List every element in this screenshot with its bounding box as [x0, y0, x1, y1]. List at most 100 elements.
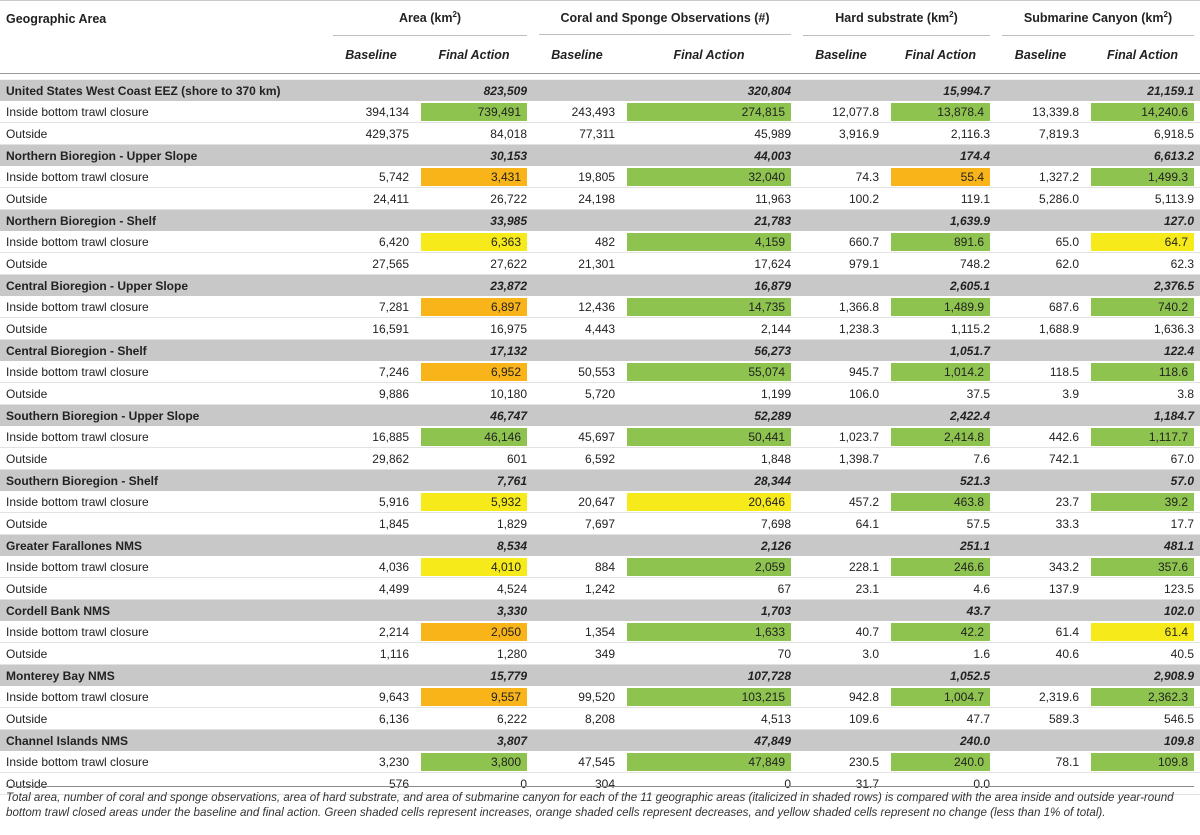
section-total: 174.4: [885, 144, 997, 166]
baseline-value: 1,116: [327, 642, 415, 665]
final-action-value: 1,115.2: [885, 317, 997, 340]
final-action-value: 246.6: [891, 557, 991, 576]
baseline-value: 1,398.7: [797, 447, 886, 470]
baseline-value: 3.9: [996, 382, 1086, 405]
baseline-value: 1,354: [533, 621, 621, 643]
final-action-value: 42.2: [891, 622, 991, 641]
baseline-value: 442.6: [996, 426, 1086, 448]
baseline-value: 9,886: [327, 382, 415, 405]
header-row: Geographic Area Area (km2) Coral and Spo…: [0, 0, 1200, 37]
final-action-cell: 1,489.9: [885, 296, 997, 318]
baseline-value: 13,339.8: [996, 101, 1086, 123]
baseline-value: 3,230: [327, 751, 415, 773]
section-total: 1,639.9: [885, 209, 997, 231]
final-action-value: 2,050: [421, 622, 527, 641]
section-total: 21,159.1: [1085, 79, 1200, 101]
outside-label: Outside: [0, 122, 327, 145]
section-total: 2,605.1: [885, 274, 997, 296]
final-action-cell: 357.6: [1085, 556, 1200, 578]
final-action-value: 37.5: [885, 382, 997, 405]
baseline-value: 137.9: [996, 577, 1086, 600]
inside-row: Inside bottom trawl closure 5,916 5,932 20,…: [0, 491, 1200, 513]
section-total: 481.1: [1085, 534, 1200, 556]
baseline-value: 349: [533, 642, 621, 665]
section-total: 109.8: [1085, 729, 1200, 751]
final-action-value: 546.5: [1085, 707, 1200, 730]
baseline-value: 100.2: [797, 187, 886, 210]
baseline-value: 304: [533, 772, 621, 795]
final-action-value: 47.7: [885, 707, 997, 730]
section-total: 2,908.9: [1085, 664, 1200, 686]
outside-label: Outside: [0, 577, 327, 600]
final-action-value: 16,975: [415, 317, 533, 340]
final-action-value: 5,932: [421, 492, 527, 511]
final-action-value: 6,918.5: [1085, 122, 1200, 145]
final-action-value: 0.0: [885, 772, 997, 795]
baseline-value: 230.5: [797, 751, 886, 773]
final-action-value: 10,180: [415, 382, 533, 405]
final-action-value: 62.3: [1085, 252, 1200, 275]
final-action-value: 1,117.7: [1091, 427, 1195, 446]
section-name: Southern Bioregion - Upper Slope: [0, 404, 327, 426]
section-name: United States West Coast EEZ (shore to 3…: [0, 79, 327, 101]
final-action-value: 45,989: [621, 122, 798, 145]
inside-row: Inside bottom trawl closure 6,420 6,363 482…: [0, 231, 1200, 253]
baseline-value: 5,916: [327, 491, 415, 513]
inside-row: Inside bottom trawl closure 3,230 3,800 47,…: [0, 751, 1200, 773]
final-action-cell: 20,646: [621, 491, 798, 513]
inside-label: Inside bottom trawl closure: [0, 166, 327, 188]
final-action-cell: 64.7: [1085, 231, 1200, 253]
baseline-header: Baseline: [797, 37, 886, 74]
inside-label: Inside bottom trawl closure: [0, 751, 327, 773]
area-header: Area (km2): [327, 0, 533, 37]
baseline-value: [996, 772, 1086, 795]
final-action-cell: 1,014.2: [885, 361, 997, 383]
final-action-value: 0: [415, 772, 533, 795]
baseline-value: 945.7: [797, 361, 886, 383]
final-action-value: 2,059: [627, 557, 792, 576]
final-action-value: 39.2: [1091, 492, 1195, 511]
final-action-value: 1,280: [415, 642, 533, 665]
final-action-cell: 5,932: [415, 491, 533, 513]
final-action-value: 5,113.9: [1085, 187, 1200, 210]
outside-row: Outside 29,862 601 6,592 1,848 1,398.7 7.6 742.…: [0, 447, 1200, 470]
final-action-value: 17,624: [621, 252, 798, 275]
baseline-value: 2,319.6: [996, 686, 1086, 708]
baseline-value: 9,643: [327, 686, 415, 708]
section-row: Cordell Bank NMS 3,330 1,703 43.7 102.0: [0, 599, 1200, 621]
baseline-value: 1,366.8: [797, 296, 886, 318]
section-total: 46,747: [415, 404, 533, 426]
inside-row: Inside bottom trawl closure 7,246 6,952 50,…: [0, 361, 1200, 383]
final-action-value: 119.1: [885, 187, 997, 210]
outside-row: Outside 4,499 4,524 1,242 67 23.1 4.6 137.9 123.…: [0, 577, 1200, 600]
baseline-value: 457.2: [797, 491, 886, 513]
final-action-header: Final Action: [415, 37, 533, 74]
baseline-value: 77,311: [533, 122, 621, 145]
final-action-value: 32,040: [627, 167, 792, 186]
baseline-value: 4,499: [327, 577, 415, 600]
final-action-value: 47,849: [627, 752, 792, 771]
final-action-value: 40.5: [1085, 642, 1200, 665]
final-action-value: 109.8: [1091, 752, 1195, 771]
baseline-value: 1,327.2: [996, 166, 1086, 188]
final-action-cell: 2,059: [621, 556, 798, 578]
final-action-value: 6,952: [421, 362, 527, 381]
baseline-value: 12,436: [533, 296, 621, 318]
section-name: Central Bioregion - Shelf: [0, 339, 327, 361]
final-action-cell: 61.4: [1085, 621, 1200, 643]
section-row: Monterey Bay NMS 15,779 107,728 1,052.5 2,90…: [0, 664, 1200, 686]
section-total: 28,344: [621, 469, 798, 491]
section-total: 1,052.5: [885, 664, 997, 686]
final-action-value: 1,633: [627, 622, 792, 641]
section-total: 107,728: [621, 664, 798, 686]
outside-row: Outside 16,591 16,975 4,443 2,144 1,238.3 1,11…: [0, 317, 1200, 340]
final-action-value: 26,722: [415, 187, 533, 210]
baseline-value: 687.6: [996, 296, 1086, 318]
section-total: 1,184.7: [1085, 404, 1200, 426]
final-action-value: 1,489.9: [891, 297, 991, 316]
section-total: 2,422.4: [885, 404, 997, 426]
final-action-header: Final Action: [885, 37, 997, 74]
final-action-value: 3.8: [1085, 382, 1200, 405]
baseline-value: 2,214: [327, 621, 415, 643]
final-action-value: 55.4: [891, 167, 991, 186]
